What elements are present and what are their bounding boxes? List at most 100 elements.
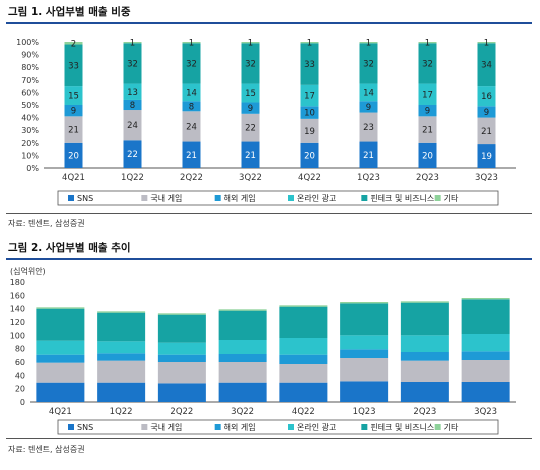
figure1-legend-label: SNS bbox=[77, 194, 93, 203]
figure2-ytick-label: 40 bbox=[15, 371, 25, 380]
figure1-ytick-label: 60% bbox=[21, 88, 39, 97]
figure1-data-label: 23 bbox=[363, 123, 374, 133]
figure1-ytick-label: 50% bbox=[21, 101, 39, 110]
figure1-data-label: 32 bbox=[127, 59, 138, 69]
figure1-x-tick-label: 3Q22 bbox=[239, 173, 262, 183]
figure1-bar-segment bbox=[182, 83, 201, 102]
figure2-bar-segment bbox=[400, 301, 449, 303]
figure2-bar-segment bbox=[36, 382, 85, 402]
figure1-bar-segment bbox=[182, 141, 201, 168]
figure1-data-label: 1 bbox=[189, 39, 194, 49]
figure1-legend-label: 해외 게임 bbox=[224, 193, 256, 203]
figure1-bar-segment bbox=[418, 42, 437, 44]
figure1-ytick-label: 30% bbox=[21, 126, 39, 135]
figure2-bar-segment bbox=[279, 354, 328, 364]
figure1-bar-segment bbox=[123, 42, 142, 44]
figure1-data-label: 21 bbox=[481, 127, 492, 137]
figure1-data-label: 10 bbox=[304, 109, 315, 119]
figure2-legend-swatch bbox=[141, 424, 148, 430]
figure2-chart: 0 20 40 60 80 100 120 140 160 180 4Q21 1Q22 2Q22 3Q22… bbox=[10, 278, 516, 435]
figure2-x-tick-label: 4Q21 bbox=[49, 407, 72, 417]
figure2-bar-segment bbox=[97, 312, 146, 342]
figure2-bar-segment bbox=[400, 302, 449, 336]
figure1-bar-segment bbox=[359, 112, 378, 142]
figure2-bar-segment bbox=[400, 360, 449, 382]
figure1-bar-segment bbox=[359, 43, 378, 84]
figure1-data-label: 1 bbox=[425, 39, 430, 49]
figure1-bar-segment bbox=[477, 144, 496, 168]
figure2-legend-swatch bbox=[68, 424, 74, 430]
figure1-data-label: 9 bbox=[484, 108, 489, 118]
figure1-legend-label: 온라인 광고 bbox=[297, 193, 336, 203]
figure2-bar-segment bbox=[279, 306, 328, 338]
figure2-ytick-label: 80 bbox=[15, 345, 25, 354]
figure2-ytick-label: 0 bbox=[20, 398, 25, 407]
figure2-bar-segment bbox=[157, 362, 206, 384]
figure1-data-label: 9 bbox=[71, 107, 76, 117]
figure2-bar-segment bbox=[157, 314, 206, 343]
figure1-ytick-label: 70% bbox=[21, 76, 39, 85]
figure1-bar-segment bbox=[477, 106, 496, 118]
figure1-title-rule bbox=[6, 22, 532, 24]
figure2-bar-segment bbox=[400, 382, 449, 402]
figure2-legend-swatch bbox=[288, 424, 294, 430]
figure2-bar-segment bbox=[218, 382, 267, 402]
figure2-legend-label: 온라인 광고 bbox=[297, 422, 336, 432]
figure2-bar-segment bbox=[97, 360, 146, 383]
figure2-ytick-label: 140 bbox=[10, 305, 25, 314]
figure1-data-label: 1 bbox=[248, 39, 253, 49]
figure1-data-label: 1 bbox=[307, 39, 312, 49]
figure2-bar-segment bbox=[461, 298, 510, 300]
figure1-bar-segment bbox=[123, 43, 142, 84]
figure1-data-label: 20 bbox=[68, 151, 79, 161]
figure1-legend-label: 국내 게임 bbox=[150, 193, 182, 203]
figure1-data-label: 1 bbox=[484, 39, 489, 49]
figure2-title-rule bbox=[6, 258, 532, 260]
figure1-data-label: 32 bbox=[186, 59, 197, 69]
figure1-bar-segment bbox=[418, 142, 437, 168]
figure2-x-tick-label: 3Q22 bbox=[231, 407, 254, 417]
figure1-legend-label: 기타 bbox=[444, 194, 459, 203]
figure1-bar-segment bbox=[241, 141, 260, 168]
figure2-bar-segment bbox=[218, 309, 267, 311]
figure2-x-tick-label: 1Q23 bbox=[353, 407, 376, 417]
figure1-bar-segment bbox=[477, 117, 496, 145]
figure2-bar-segment bbox=[36, 308, 85, 341]
figure1-bar-segment bbox=[359, 42, 378, 44]
figure1-bar-segment bbox=[241, 113, 260, 142]
figure1-ytick-label: 100% bbox=[16, 38, 39, 47]
figure2-bar-segment bbox=[461, 360, 510, 382]
figure1-bar-segment bbox=[182, 42, 201, 44]
figure1-x-tick-label: 2Q22 bbox=[180, 173, 203, 183]
figure1-bar-segment bbox=[300, 43, 319, 85]
figure2-legend-box bbox=[57, 419, 499, 435]
figure1-bar-segment bbox=[418, 83, 437, 105]
figure1-data-label: 9 bbox=[425, 107, 430, 117]
figure2-bar-segment bbox=[97, 382, 146, 402]
figure2-unit-label: (십억위안) bbox=[10, 267, 46, 276]
figure1-bar-segment bbox=[477, 42, 496, 44]
figure1-x-tick-label: 4Q21 bbox=[62, 173, 85, 183]
figure1-title: 그림 1. 사업부별 매출 비중 bbox=[8, 6, 131, 18]
figure2-source: 자료: 텐센트, 삼성증권 bbox=[8, 445, 85, 454]
figure1-data-label: 33 bbox=[68, 61, 79, 71]
figure1-bar-segment bbox=[123, 99, 142, 111]
figure1-data-label: 16 bbox=[481, 92, 492, 102]
figure1-bar-segment bbox=[359, 101, 378, 113]
figure2-x-tick-label: 2Q23 bbox=[413, 407, 436, 417]
figure2-bar-segment bbox=[218, 340, 267, 354]
figure2-bar-segment bbox=[36, 354, 85, 363]
figure1-bar-segment bbox=[241, 42, 260, 44]
figure2-legend-swatch bbox=[434, 424, 441, 430]
figure2-ytick-label: 20 bbox=[15, 385, 25, 394]
figure1-ytick-label: 10% bbox=[21, 151, 39, 160]
figure1-data-label: 17 bbox=[422, 90, 433, 100]
figure1-x-tick-label: 1Q23 bbox=[357, 173, 380, 183]
figure1-x-tick-label: 3Q23 bbox=[475, 173, 498, 183]
figure1-data-label: 20 bbox=[304, 151, 315, 161]
figure2-bar-segment bbox=[340, 349, 389, 358]
figure1-data-label: 20 bbox=[422, 151, 433, 161]
figure1-bar-segment bbox=[64, 142, 83, 168]
figure2-ytick-label: 100 bbox=[10, 331, 25, 340]
figure2-legend-label: SNS bbox=[77, 423, 93, 432]
